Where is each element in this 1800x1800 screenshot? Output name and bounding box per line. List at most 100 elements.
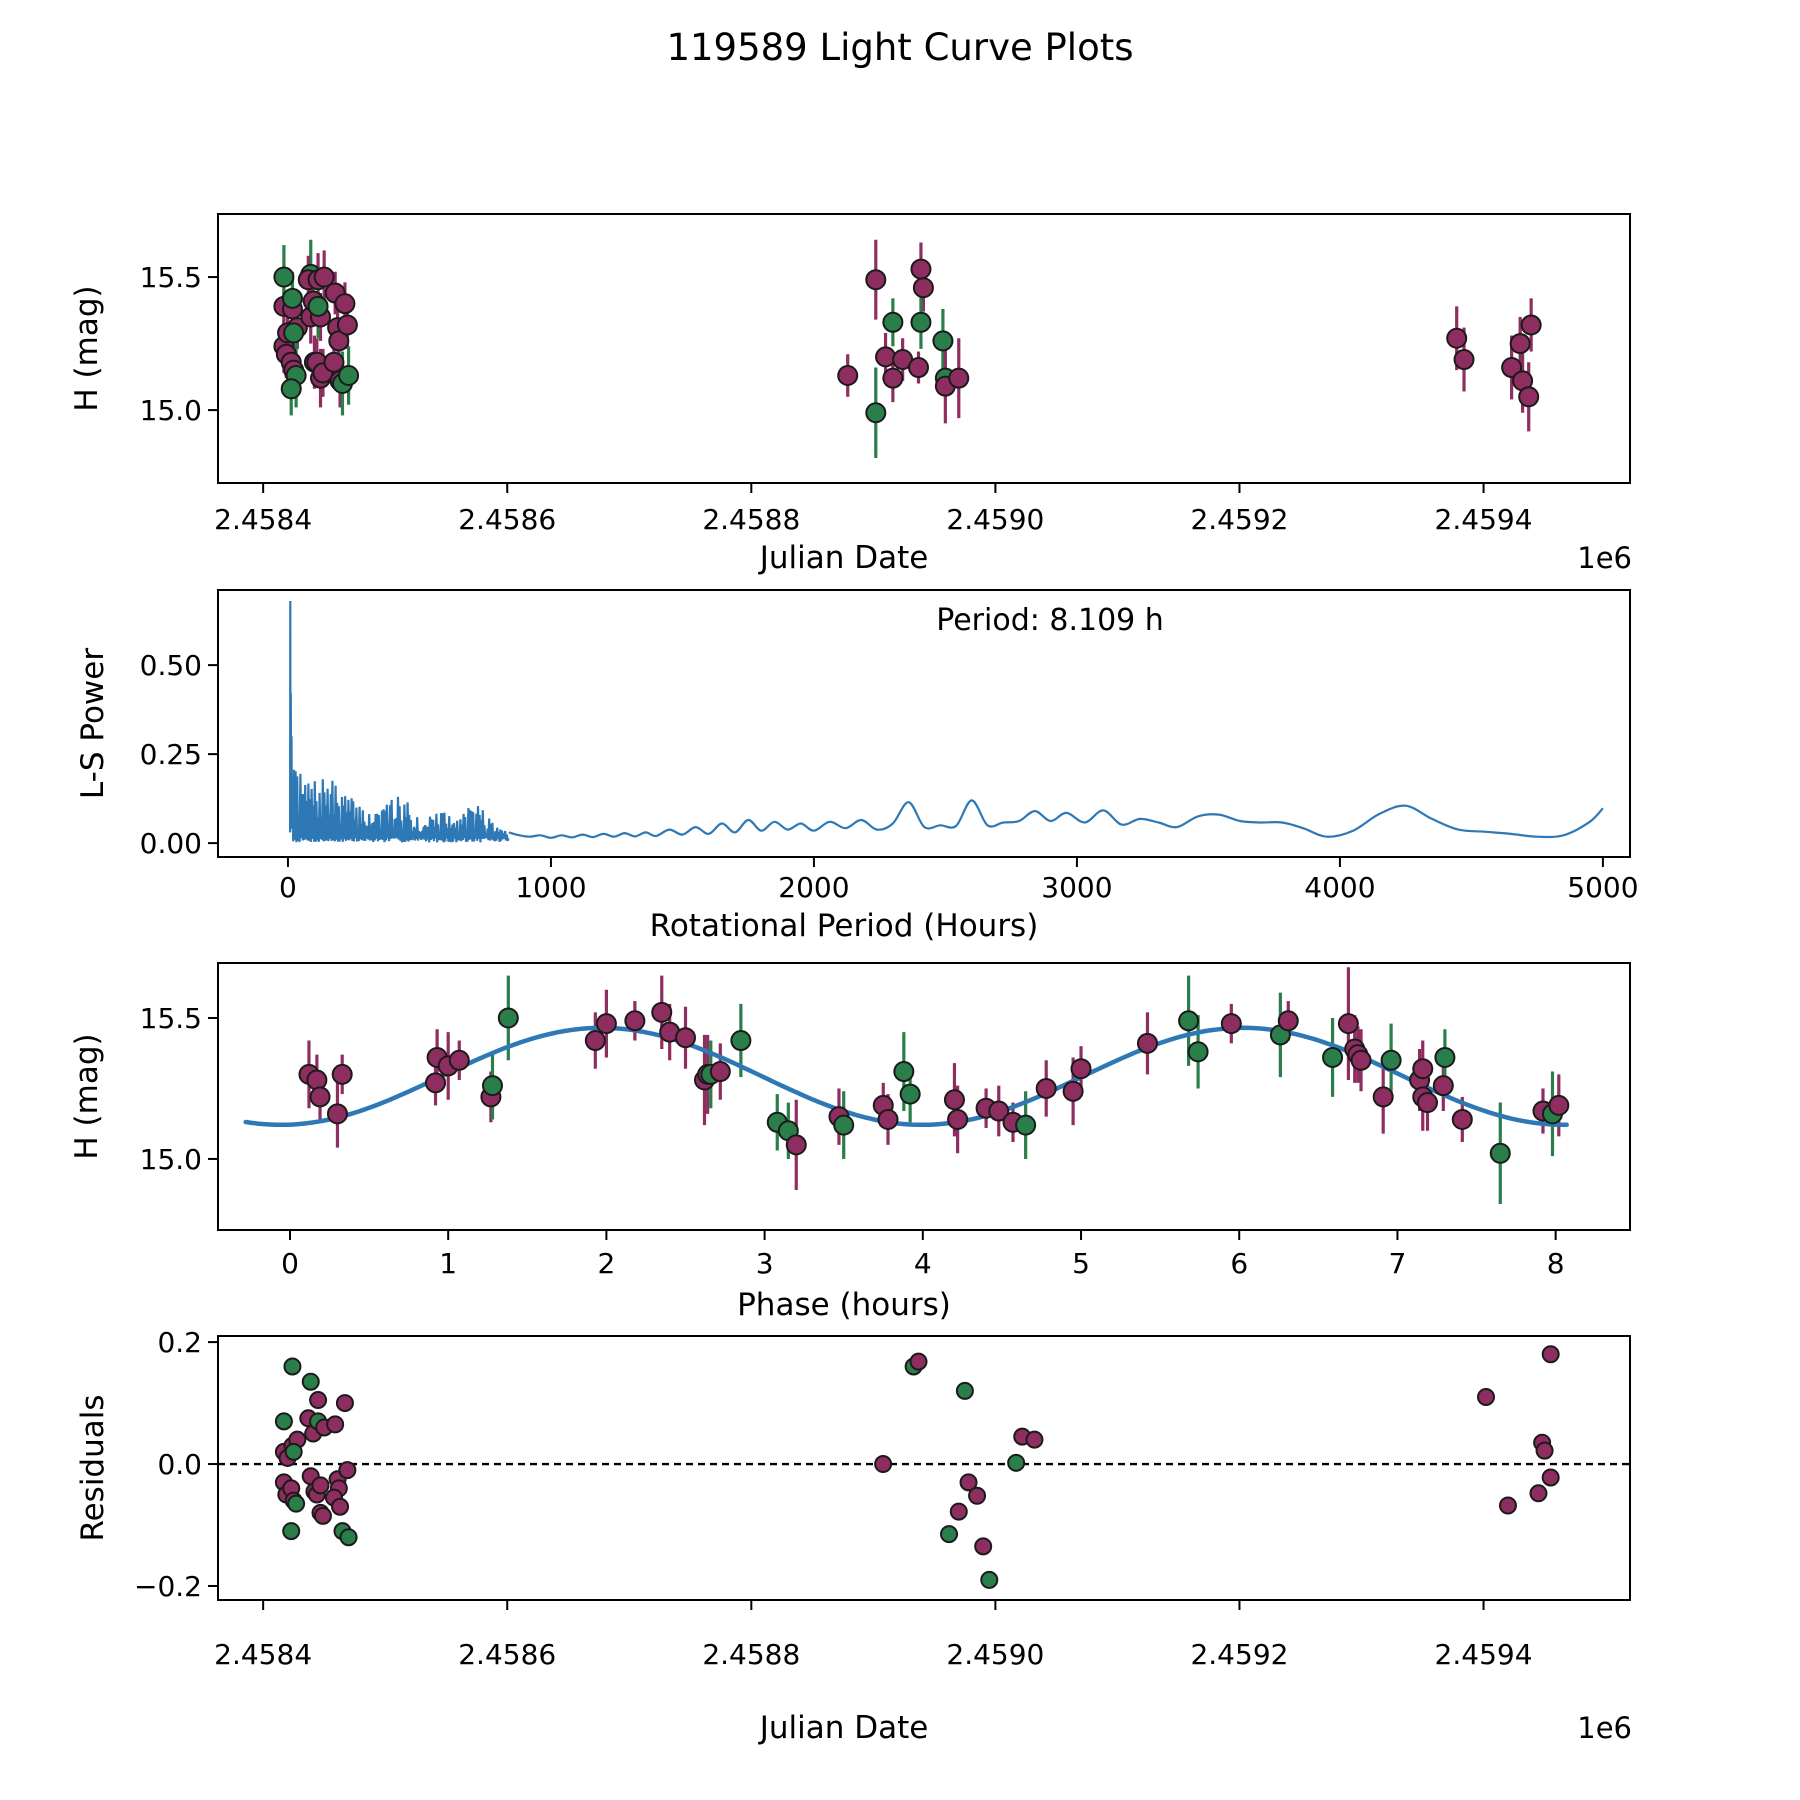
data-point [1350, 1049, 1372, 1071]
data-point [328, 330, 350, 352]
data-point [980, 1570, 999, 1589]
data-point [882, 367, 904, 389]
data-point [882, 311, 904, 333]
data-point [940, 1525, 959, 1544]
x-axis-label: Rotational Period (Hours) [650, 908, 1039, 944]
data-point [1518, 386, 1540, 408]
data-point [1489, 1142, 1511, 1164]
panel-phase-curve: 0 1 2 3 4 5 6 7 8 15.0 15.5 Phase (hours) H (mag) [69, 962, 1631, 1323]
data-point [874, 1455, 893, 1474]
data-point [1380, 1049, 1402, 1071]
data-point [1337, 1013, 1359, 1035]
axis-offset-label: 1e6 [1577, 1711, 1632, 1745]
data-point [1451, 1108, 1473, 1130]
data-point [1220, 1013, 1242, 1035]
x-tick-label: 4000 [1304, 871, 1375, 904]
data-point [323, 351, 345, 373]
data-point [877, 1108, 899, 1130]
data-point [910, 311, 932, 333]
data-point [833, 1114, 855, 1136]
data-point [311, 1476, 330, 1495]
period-annotation: Period: 8.109 h [936, 603, 1164, 638]
data-point [899, 1083, 921, 1105]
data-point [1136, 1032, 1158, 1054]
data-point [287, 1494, 306, 1513]
x-axis-label: Julian Date [758, 540, 929, 576]
data-point [497, 1007, 519, 1029]
data-point [943, 1089, 965, 1111]
data-point [865, 402, 887, 424]
data-point [313, 266, 335, 288]
x-tick-label: 0 [279, 871, 297, 904]
data-point [893, 1061, 915, 1083]
data-point [1070, 1058, 1092, 1080]
y-tick-label: 0.2 [157, 1326, 202, 1359]
data-point [949, 1502, 968, 1521]
y-axis-label: Residuals [75, 1394, 111, 1541]
y-tick-label: 0.0 [157, 1448, 202, 1481]
x-axis-label: Julian Date [758, 1710, 929, 1746]
data-point [1035, 1077, 1057, 1099]
data-point [338, 365, 360, 387]
data-point [948, 367, 970, 389]
data-point [1025, 1430, 1044, 1449]
x-tick-label: 6 [1230, 1247, 1248, 1280]
data-point [1412, 1058, 1434, 1080]
data-point [335, 1394, 354, 1413]
data-point [1541, 1468, 1560, 1487]
data-point [1432, 1075, 1454, 1097]
data-point [959, 1473, 978, 1492]
data-point [974, 1537, 993, 1556]
x-tick-label: 7 [1389, 1247, 1407, 1280]
data-point [283, 322, 305, 344]
y-tick-label: 0.50 [140, 649, 202, 682]
x-tick-label: 2.4594 [1435, 503, 1533, 536]
x-tick-label: 2.4586 [458, 503, 556, 536]
data-point [955, 1381, 974, 1400]
data-point [595, 1013, 617, 1035]
x-tick-label: 2 [597, 1247, 615, 1280]
axes-frame [217, 589, 1631, 858]
data-point [1322, 1046, 1344, 1068]
x-tick-label: 2.4590 [946, 1638, 1044, 1671]
data-point [932, 330, 954, 352]
data-point [785, 1134, 807, 1156]
data-point [282, 1522, 301, 1541]
data-point [624, 1010, 646, 1032]
data-point [331, 1063, 353, 1085]
data-point [1509, 333, 1531, 355]
data-point [313, 1506, 332, 1525]
data-point [1520, 314, 1542, 336]
data-point [910, 258, 932, 280]
y-tick-label: 0.25 [140, 738, 202, 771]
data-point [326, 1415, 345, 1434]
data-point [301, 1372, 320, 1391]
data-point [1453, 349, 1475, 371]
x-axis-label: Phase (hours) [737, 1287, 951, 1323]
data-point [283, 1357, 302, 1376]
data-point [448, 1049, 470, 1071]
data-point [1434, 1046, 1456, 1068]
data-point [1007, 1453, 1026, 1472]
data-point [1178, 1010, 1200, 1032]
data-point [425, 1072, 447, 1094]
x-tick-label: 2.4592 [1190, 1638, 1288, 1671]
axis-offset-label: 1e6 [1577, 541, 1632, 575]
y-tick-label: 15.0 [140, 1143, 202, 1176]
axes-frame [217, 962, 1631, 1231]
data-point [1541, 1345, 1560, 1364]
data-point [481, 1075, 503, 1097]
figure-title: 119589 Light Curve Plots [666, 26, 1134, 69]
x-tick-label: 2.4586 [458, 1638, 556, 1671]
data-point [309, 1086, 331, 1108]
data-point [584, 1030, 606, 1052]
data-point [988, 1100, 1010, 1122]
x-tick-label: 2.4590 [946, 503, 1044, 536]
data-point [1372, 1086, 1394, 1108]
data-point [651, 1001, 673, 1023]
data-point [1187, 1041, 1209, 1063]
x-tick-label: 2.4588 [702, 1638, 800, 1671]
y-tick-label: 0.00 [140, 827, 202, 860]
